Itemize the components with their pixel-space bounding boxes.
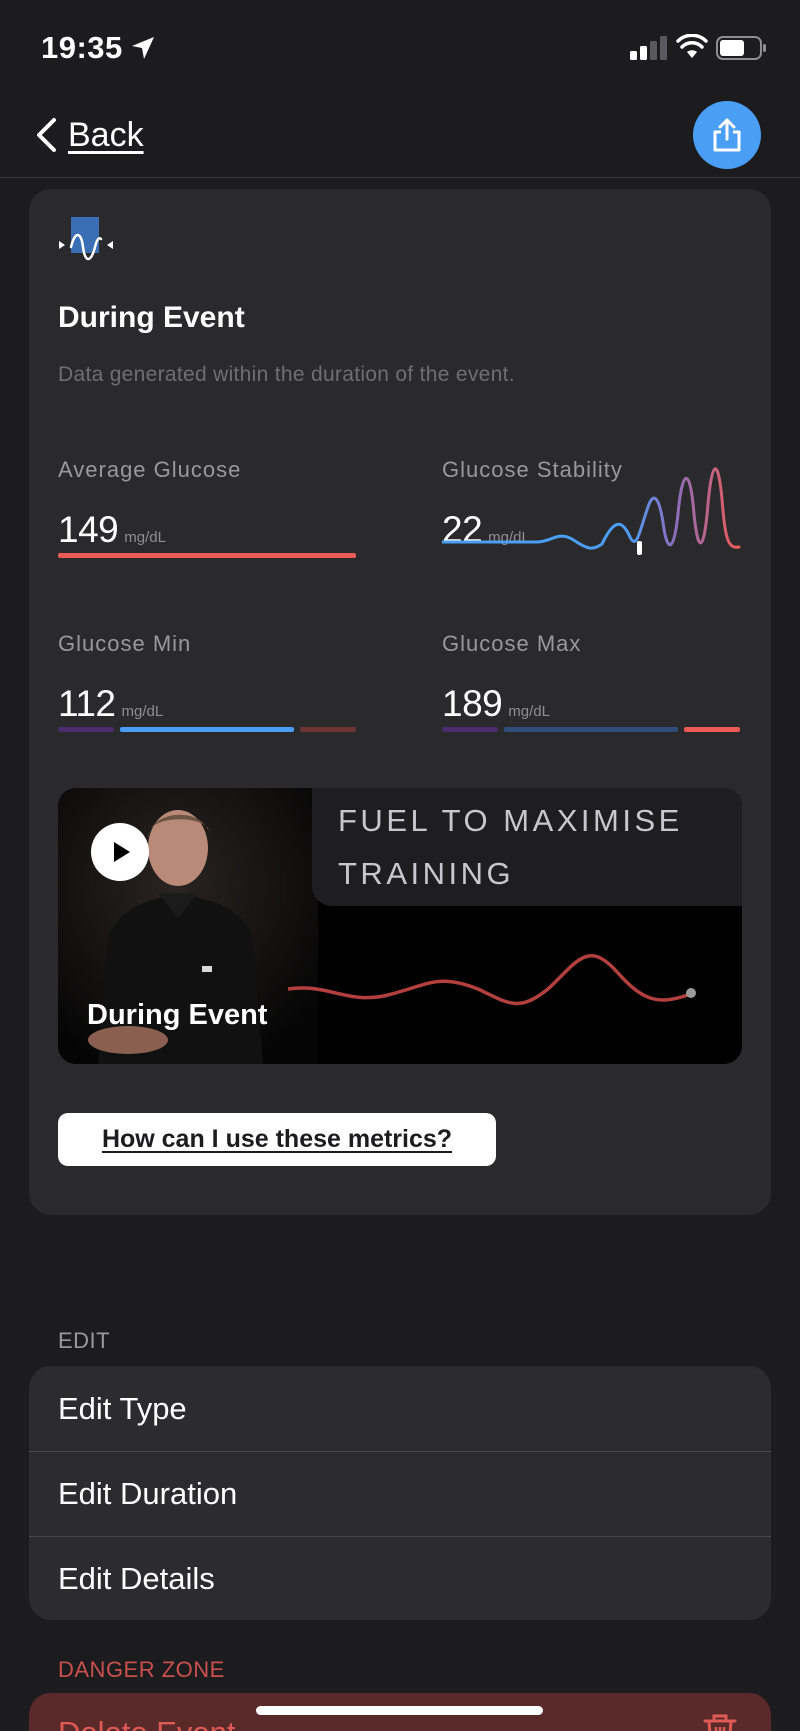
danger-zone-header: DANGER ZONE xyxy=(58,1657,225,1682)
glucose-max-metric: Glucose Max 189 mg/dL xyxy=(442,631,742,741)
navigation-bar: Back xyxy=(0,96,800,178)
location-arrow-icon xyxy=(132,37,154,59)
video-heading: FUEL TO MAXIMISE TRAINING xyxy=(338,803,683,891)
delete-event-label: Delete Event xyxy=(58,1715,236,1731)
metric-label: Glucose Min xyxy=(58,631,192,656)
share-icon xyxy=(713,118,741,152)
trash-icon xyxy=(703,1714,737,1731)
status-time: 19:35 xyxy=(41,30,123,65)
cellular-signal-icon xyxy=(630,36,667,60)
edit-list: Edit Type Edit Duration Edit Details xyxy=(29,1366,771,1620)
average-bar-fill xyxy=(58,553,356,558)
card-title: During Event xyxy=(58,301,245,334)
video-heading-box: FUEL TO MAXIMISE TRAINING xyxy=(312,788,742,906)
range-segment-mid xyxy=(120,727,294,732)
video-card[interactable]: FUEL TO MAXIMISE TRAINING During Event xyxy=(58,788,742,1064)
average-glucose-metric: Average Glucose 149 mg/dL xyxy=(58,457,358,567)
glucose-min-metric: Glucose Min 112 mg/dL xyxy=(58,631,358,741)
chevron-left-icon xyxy=(37,118,56,152)
wifi-icon xyxy=(676,34,708,58)
glucose-max-range-bar xyxy=(442,727,740,732)
stability-wave-chart xyxy=(442,467,741,555)
status-bar: 19:35 xyxy=(0,0,800,96)
metric-value: 112 xyxy=(58,683,116,724)
card-subtitle: Data generated within the duration of th… xyxy=(58,363,515,386)
edit-type-row[interactable]: Edit Type xyxy=(58,1390,187,1426)
battery-icon xyxy=(716,36,766,60)
glucose-min-range-bar xyxy=(58,727,356,732)
metrics-help-label: How can I use these metrics? xyxy=(101,1125,453,1153)
play-button[interactable] xyxy=(91,823,149,881)
metric-unit: mg/dL xyxy=(508,703,550,720)
range-segment-low xyxy=(58,727,114,732)
average-glucose-bar xyxy=(58,553,356,558)
metric-unit: mg/dL xyxy=(121,703,164,720)
back-label: Back xyxy=(68,115,144,154)
during-event-card: During Event Data generated within the d… xyxy=(29,189,771,1215)
share-button[interactable] xyxy=(693,101,761,169)
play-icon xyxy=(114,842,130,862)
video-glucose-wave xyxy=(288,953,696,1006)
range-segment-low xyxy=(442,727,498,732)
range-segment-high xyxy=(684,727,740,732)
range-segment-mid xyxy=(504,727,678,732)
edit-section-header: EDIT xyxy=(58,1328,111,1353)
metric-value: 149 xyxy=(58,509,119,550)
home-indicator xyxy=(256,1706,543,1715)
range-segment-high xyxy=(300,727,356,732)
video-label: During Event xyxy=(87,999,268,1031)
edit-details-row[interactable]: Edit Details xyxy=(29,1536,771,1620)
metrics-help-button[interactable]: How can I use these metrics? xyxy=(58,1113,496,1166)
metric-label: Glucose Stability xyxy=(442,457,623,482)
back-button[interactable]: Back xyxy=(34,112,144,158)
metric-label: Glucose Max xyxy=(442,631,582,656)
metric-label: Average Glucose xyxy=(58,457,242,482)
metric-value: 189 xyxy=(442,683,503,724)
edit-duration-row[interactable]: Edit Duration xyxy=(29,1451,771,1536)
metric-unit: mg/dL xyxy=(124,529,166,546)
glucose-wave-icon xyxy=(59,217,113,261)
stability-marker xyxy=(637,541,642,555)
